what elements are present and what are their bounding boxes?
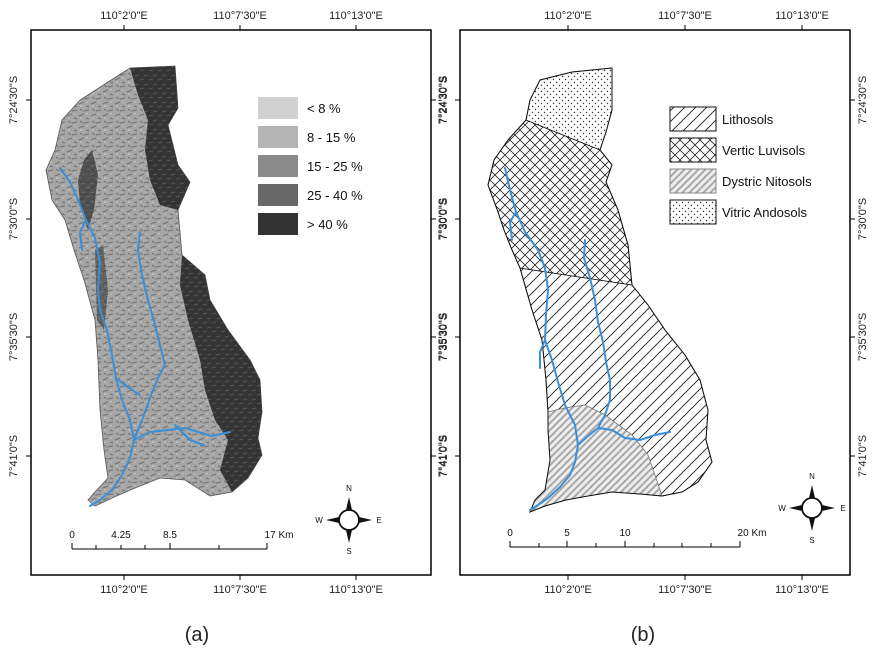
scale-label-b-1: 5 (564, 528, 570, 539)
panel-a: 110°2'0"E 110°7'30"E 110°13'0"E 110°2'0"… (8, 10, 450, 646)
y-tick-right-2: 7°30'0"S (438, 198, 450, 240)
legend-slope: < 8 % 8 - 15 % 15 - 25 % 25 - 40 % > 40 … (258, 97, 363, 235)
legend-swatch-8-15 (258, 126, 298, 148)
legend-swatch-25-40 (258, 184, 298, 206)
y-tick-left-b-2: 7°30'0"S (437, 198, 449, 240)
river-network-a (59, 167, 231, 507)
ticks-b (455, 25, 855, 580)
y-tick-right-b-3: 7°35'30"S (857, 313, 869, 361)
compass-b (789, 485, 835, 531)
watershed-outline-b (487, 67, 713, 513)
legend-swatch-lt8 (258, 97, 298, 119)
legend-label-25-40: 25 - 40 % (307, 188, 363, 203)
y-tick-left-2: 7°30'0"S (8, 198, 20, 240)
y-tick-left-b-3: 7°35'30"S (437, 313, 449, 361)
compass-a-w: W (315, 516, 323, 525)
x-tick-top-3: 110°13'0"E (329, 10, 383, 22)
steep-zone-north (130, 66, 190, 210)
scale-bar-a (71, 543, 268, 550)
y-tick-left-3: 7°35'30"S (8, 313, 20, 361)
river-network-b (504, 167, 671, 511)
legend-swatch-15-25 (258, 155, 298, 177)
y-tick-right-b-1: 7°24'30"S (857, 76, 869, 124)
scale-bar-b (509, 541, 741, 548)
x-tick-bottom-2: 110°7'30"E (213, 584, 267, 596)
y-tick-left-b-4: 7°41'0"S (437, 435, 449, 477)
scale-label-a-1: 4.25 (111, 530, 131, 541)
legend-label-lithosols: Lithosols (722, 112, 774, 127)
x-tick-bottom-b-1: 110°2'0"E (544, 584, 592, 596)
legend-label-gt40: > 40 % (307, 217, 348, 232)
y-tick-right-4: 7°41'0"S (438, 435, 450, 477)
legend-swatch-vitric-andosols (669, 199, 717, 225)
compass-a (326, 497, 372, 543)
scale-label-b-2: 10 (619, 528, 631, 539)
steep-zone-east (180, 255, 262, 492)
y-tick-left-4: 7°41'0"S (8, 435, 20, 477)
legend-label-dystric-nitosols: Dystric Nitosols (722, 174, 812, 189)
legend-swatch-dystric-nitosols (669, 168, 717, 194)
y-tick-right-b-2: 7°30'0"S (857, 198, 869, 240)
x-tick-top-b-1: 110°2'0"E (544, 10, 592, 22)
x-tick-bottom-b-2: 110°7'30"E (658, 584, 712, 596)
scale-label-b-3: 20 Km (738, 528, 767, 539)
legend-label-15-25: 15 - 25 % (307, 159, 363, 174)
x-tick-top-1: 110°2'0"E (100, 10, 148, 22)
compass-a-s: S (346, 547, 351, 556)
y-tick-left-b-1: 7°24'30"S (437, 76, 449, 124)
legend-swatch-vertic-luvisols (669, 137, 717, 163)
compass-b-n: N (809, 472, 815, 481)
x-tick-bottom-b-3: 110°13'0"E (775, 584, 829, 596)
legend-label-8-15: 8 - 15 % (307, 130, 356, 145)
ticks-a (26, 25, 436, 580)
x-tick-bottom-1: 110°2'0"E (100, 584, 148, 596)
compass-b-e: E (840, 504, 845, 513)
panel-b: 110°2'0"E 110°7'30"E 110°13'0"E 110°2'0"… (437, 10, 869, 646)
y-tick-right-b-4: 7°41'0"S (857, 435, 869, 477)
legend-swatch-gt40 (258, 213, 298, 235)
compass-a-n: N (346, 484, 352, 493)
legend-label-vitric-andosols: Vitric Andosols (722, 205, 808, 220)
compass-a-e: E (376, 516, 381, 525)
caption-b: (b) (631, 624, 655, 646)
x-tick-top-2: 110°7'30"E (213, 10, 267, 22)
scale-label-a-0: 0 (69, 530, 75, 541)
compass-b-s: S (809, 536, 814, 545)
legend-soil: Lithosols Vertic Luvisols Dystric Nitoso… (669, 106, 812, 225)
scale-label-b-0: 0 (507, 528, 513, 539)
scale-label-a-3: 17 Km (265, 530, 294, 541)
x-tick-bottom-3: 110°13'0"E (329, 584, 383, 596)
x-tick-top-b-3: 110°13'0"E (775, 10, 829, 22)
y-tick-left-1: 7°24'30"S (8, 76, 20, 124)
compass-b-w: W (778, 504, 786, 513)
legend-label-lt8: < 8 % (307, 101, 341, 116)
caption-a: (a) (185, 624, 209, 646)
y-tick-right-3: 7°35'30"S (438, 313, 450, 361)
y-tick-right-1: 7°24'30"S (438, 76, 450, 124)
scale-label-a-2: 8.5 (163, 530, 177, 541)
x-tick-top-b-2: 110°7'30"E (658, 10, 712, 22)
steep-zone-valley (95, 245, 108, 330)
legend-label-vertic-luvisols: Vertic Luvisols (722, 143, 806, 158)
legend-swatch-lithosols (669, 106, 717, 132)
